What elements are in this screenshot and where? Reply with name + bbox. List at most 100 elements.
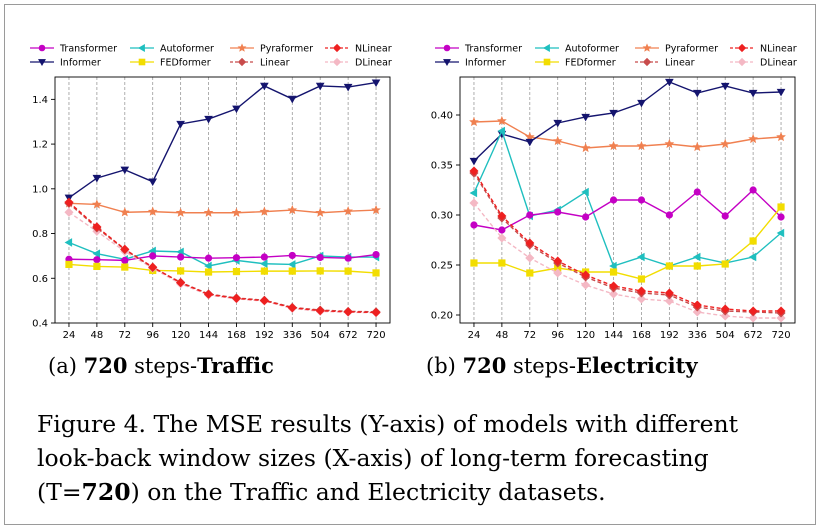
x-tick-label: 168 <box>632 330 651 341</box>
legend-label: DLinear <box>355 58 392 69</box>
point-fedformer <box>121 263 129 271</box>
point-autoformer <box>748 252 757 262</box>
point-pyraformer <box>231 207 242 217</box>
point-nlinear <box>553 256 563 266</box>
point-informer <box>581 113 590 122</box>
x-tick-label: 672 <box>339 330 358 341</box>
series-line-informer <box>68 81 377 199</box>
legend-marker <box>737 57 747 67</box>
point-nlinear <box>64 197 74 207</box>
legend-label: Autoformer <box>160 44 214 55</box>
legend-marker <box>332 43 342 53</box>
point-autoformer <box>64 238 73 247</box>
point-informer <box>469 157 479 166</box>
point-nlinear <box>287 303 297 313</box>
point-nlinear <box>608 281 619 291</box>
y-tick-label: 0.40 <box>431 111 453 122</box>
point-autoformer <box>469 188 478 198</box>
point-transformer <box>260 253 268 261</box>
series-linear <box>469 168 786 318</box>
legend-marker <box>542 44 550 52</box>
point-autoformer <box>204 261 212 271</box>
point-fedformer <box>721 260 729 268</box>
figure-caption: Figure 4. The MSE results (Y-axis) of mo… <box>37 407 797 509</box>
legend-marker <box>443 44 451 52</box>
x-tick-label: 72 <box>523 330 536 341</box>
point-informer <box>92 174 102 183</box>
subcaption-label: (b) <box>426 354 456 378</box>
legend-item-informer: Informer <box>435 58 506 69</box>
point-transformer <box>637 196 646 204</box>
point-nlinear <box>692 300 702 310</box>
y-axis: 0.4 0.6 0.8 1.0 1.2 1.4 <box>32 95 55 330</box>
point-pyraformer <box>776 131 786 142</box>
legend-marker <box>237 43 247 52</box>
point-informer <box>148 178 158 187</box>
legend-item-informer: Informer <box>30 58 101 69</box>
point-nlinear <box>176 278 186 288</box>
point-pyraformer <box>664 138 675 149</box>
point-pyraformer <box>720 138 731 149</box>
point-autoformer <box>581 187 589 197</box>
point-pyraformer <box>497 115 507 126</box>
legend-item-pyraformer: Pyraformer <box>230 43 313 55</box>
series-line-transformer <box>473 189 782 231</box>
x-tick-label: 504 <box>311 330 330 341</box>
legend-item-fedformer: FEDformer <box>130 58 211 69</box>
point-informer <box>232 105 241 114</box>
x-tick-label: 720 <box>771 330 790 341</box>
point-transformer <box>498 226 506 234</box>
y-tick-label: 1.0 <box>32 184 48 195</box>
subcaption-dataset: Electricity <box>576 353 698 378</box>
legend-item-nlinear: NLinear <box>325 44 392 55</box>
point-fedformer <box>609 268 618 276</box>
point-autoformer <box>497 126 506 136</box>
y-tick-label: 0.25 <box>431 261 453 272</box>
point-nlinear <box>636 286 647 296</box>
y-axis: 0.20 0.25 0.30 0.35 0.40 <box>431 111 460 322</box>
point-dlinear <box>636 294 647 304</box>
point-nlinear <box>148 262 158 272</box>
series-line-informer <box>473 81 782 162</box>
point-fedformer <box>65 260 73 269</box>
subcaption-electricity: (b) 720 steps-Electricity <box>426 353 698 378</box>
series-line-autoformer <box>68 241 377 267</box>
point-nlinear <box>371 307 381 318</box>
point-nlinear <box>776 306 786 316</box>
series-line-nlinear <box>473 170 782 312</box>
electricity-chart: Transformer Autoformer Pyraformer NLinear In… <box>431 43 797 341</box>
point-autoformer <box>776 228 785 238</box>
point-pyraformer <box>147 206 158 216</box>
point-transformer <box>609 196 618 204</box>
point-dlinear <box>664 296 674 306</box>
point-pyraformer <box>92 199 102 209</box>
legend-marker <box>38 59 46 67</box>
point-autoformer <box>92 249 101 258</box>
legend-marker <box>443 59 451 67</box>
point-informer <box>692 89 702 98</box>
y-tick-label: 0.4 <box>32 319 48 330</box>
y-tick-label: 0.6 <box>32 274 48 285</box>
series-line-pyraformer <box>68 202 377 214</box>
point-transformer <box>749 186 757 194</box>
point-fedformer <box>637 275 646 283</box>
point-autoformer <box>637 252 645 262</box>
subcaption-traffic: (a) 720 steps-Traffic <box>48 353 274 378</box>
legend-marker <box>237 57 247 67</box>
x-tick-label: 24 <box>468 330 481 341</box>
subcaption-label: (a) <box>48 354 77 378</box>
x-tick-label: 336 <box>283 330 302 341</box>
point-informer <box>748 89 758 98</box>
point-dlinear <box>581 280 591 290</box>
point-autoformer <box>609 261 617 271</box>
point-informer <box>343 83 353 92</box>
point-transformer <box>721 212 729 220</box>
legend-marker <box>642 43 652 52</box>
point-fedformer <box>498 259 506 267</box>
y-tick-label: 0.35 <box>431 161 453 172</box>
point-informer <box>665 78 674 87</box>
point-fedformer <box>316 267 324 275</box>
caption-text-1: Figure 4. The MSE results (Y-axis) of mo… <box>37 410 739 506</box>
point-informer <box>315 82 325 91</box>
x-tick-label: 120 <box>576 330 595 341</box>
